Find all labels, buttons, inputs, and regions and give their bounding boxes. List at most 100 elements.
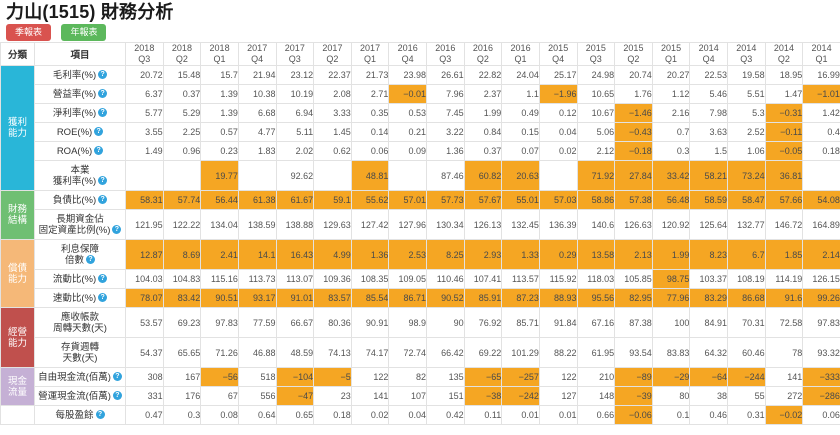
data-cell: 0.07 (501, 141, 540, 161)
period-year: 2016 (397, 43, 418, 54)
item-label-cell: ROE(%)? (34, 122, 126, 142)
data-cell: 26.61 (426, 65, 465, 85)
header-period-2018-Q1: 2018 Q1 (200, 42, 239, 66)
data-cell: 1.12 (651, 84, 691, 104)
data-cell (538, 160, 578, 191)
data-cell: 0.06 (802, 405, 840, 425)
data-cell: 0.46 (689, 405, 728, 425)
data-cell: 0.84 (463, 122, 503, 142)
help-icon[interactable]: ? (98, 176, 108, 186)
item-label-line: 自由現金流(佰萬)? (36, 372, 125, 383)
category-label-line: 能力 (7, 128, 27, 139)
data-cell: 1.47 (764, 84, 804, 104)
period-year: 2015 (623, 43, 644, 54)
data-cell: 0.04 (538, 122, 578, 142)
data-cell: 109.36 (313, 269, 352, 289)
period-quarter: Q4 (401, 54, 414, 64)
item-label-cell: 流動比(%)? (34, 269, 126, 289)
data-cell: 2.13 (614, 239, 653, 270)
data-cell: 5.11 (275, 122, 315, 142)
help-icon[interactable]: ? (112, 391, 122, 401)
help-icon[interactable]: ? (112, 372, 122, 382)
help-icon[interactable]: ? (98, 70, 108, 80)
data-cell: 272 (764, 386, 804, 406)
item-label-line: 淨利率(%)? (36, 108, 125, 119)
data-cell: 0.57 (200, 122, 239, 142)
data-cell: 138.88 (275, 209, 315, 240)
data-cell: 118.03 (576, 269, 616, 289)
data-cell: 86.71 (388, 288, 427, 308)
data-cell: 2.41 (200, 239, 239, 270)
data-cell (802, 160, 840, 191)
help-icon[interactable]: ? (98, 195, 108, 205)
period-year: 2014 (811, 43, 832, 54)
data-cell: 10.19 (275, 84, 315, 104)
data-cell: 7.98 (689, 103, 728, 123)
data-cell: 109.05 (388, 269, 427, 289)
data-cell: 0.21 (388, 122, 427, 142)
item-label-line: 獲利率(%)? (36, 176, 125, 187)
data-cell: 67.16 (576, 307, 616, 338)
data-cell: 60.46 (727, 337, 766, 368)
data-cell: 0.35 (350, 103, 390, 123)
data-cell: 60.82 (463, 160, 503, 191)
item-label-cell: 淨利率(%)? (34, 103, 126, 123)
data-cell: 164.89 (802, 209, 840, 240)
data-cell: 24.04 (501, 65, 540, 85)
table-row: 經營 能力 應收帳款 周轉天數(天) 53.57 69.23 97.83 77.59 66.67… (0, 307, 840, 368)
data-cell: 5.77 (125, 103, 164, 123)
page-title: 力山(1515) 財務分析 (6, 2, 174, 22)
header-period-2018-Q2: 2018 Q2 (162, 42, 202, 66)
data-cell: 0.18 (313, 405, 352, 425)
data-cell: 113.73 (237, 269, 277, 289)
data-cell: 87.46 (426, 160, 465, 191)
data-cell: 91.6 (764, 288, 804, 308)
item-label-line: 流動比(%)? (36, 274, 125, 285)
data-cell: 61.67 (275, 190, 315, 210)
category-label-line: 結構 (7, 215, 27, 226)
data-cell: 2.53 (388, 239, 427, 270)
tab-quarterly-report[interactable]: 季報表 (6, 24, 52, 41)
data-cell: 57.01 (388, 190, 427, 210)
data-cell: 66.42 (426, 337, 465, 368)
tab-annual-report[interactable]: 年報表 (61, 24, 107, 41)
data-cell: 0.09 (388, 141, 427, 161)
data-cell: 91.01 (275, 288, 315, 308)
data-cell: 115.92 (538, 269, 578, 289)
help-icon[interactable]: ? (98, 108, 108, 118)
help-icon[interactable]: ? (112, 225, 122, 235)
data-cell: 90.51 (200, 288, 239, 308)
item-label-cell: 營運現金流(佰萬)? (34, 386, 126, 406)
help-icon[interactable]: ? (86, 255, 95, 265)
data-cell: 2.16 (651, 103, 691, 123)
help-icon[interactable]: ? (94, 146, 104, 156)
help-icon[interactable]: ? (98, 274, 108, 284)
period-year: 2014 (736, 43, 757, 54)
data-cell: 12.87 (125, 239, 164, 270)
header-item: 項目 (34, 42, 126, 66)
help-icon[interactable]: ? (95, 410, 105, 420)
item-label-line: 周轉天數(天) (53, 322, 107, 334)
data-cell: 83.57 (313, 288, 352, 308)
help-icon[interactable]: ? (98, 89, 108, 99)
data-cell: −244 (727, 367, 766, 387)
data-cell: 2.12 (576, 141, 616, 161)
period-quarter: Q3 (138, 54, 151, 64)
data-cell: 148 (576, 386, 616, 406)
item-label-line: 存貨週轉 (60, 341, 99, 353)
period-year: 2015 (661, 43, 682, 54)
item-label-line: 長期資金佔 (56, 213, 104, 225)
header-period-2014-Q1: 2014 Q1 (802, 42, 840, 66)
help-icon[interactable]: ? (94, 127, 104, 137)
data-cell: 71.92 (576, 160, 616, 191)
data-cell: 126.13 (463, 209, 503, 240)
item-label-line: 每股盈餘? (36, 410, 125, 421)
data-cell: 57.66 (764, 190, 804, 210)
period-year: 2015 (585, 43, 606, 54)
category-label-line: 能力 (7, 273, 27, 285)
help-icon[interactable]: ? (98, 293, 108, 303)
data-cell: 54.08 (802, 190, 840, 210)
header-period-2017-Q4: 2017 Q4 (237, 42, 277, 66)
data-cell: 3.63 (689, 122, 728, 142)
table-row: 現金 流量 自由現金流(佰萬)? 308 167 −56 518 −104 −5 122 82 135… (0, 367, 840, 406)
